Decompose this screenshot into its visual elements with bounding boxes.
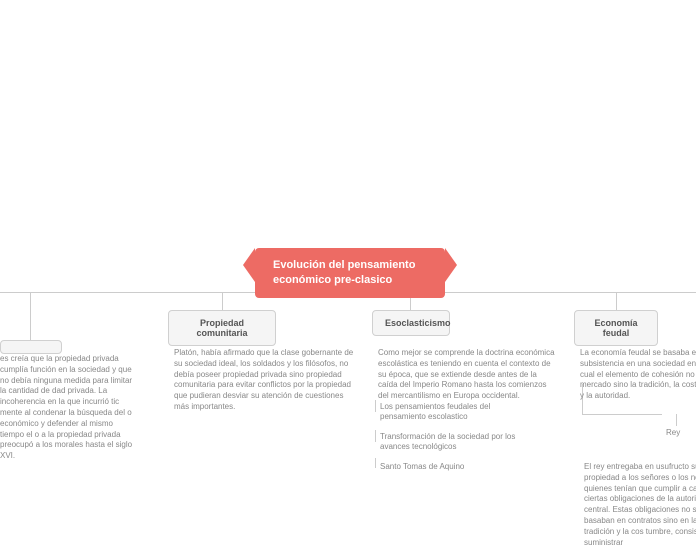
branch-propiedad[interactable]: Propiedad comunitaria [168,310,276,346]
root-node[interactable]: Evolución del pensamiento económico pre-… [255,248,445,298]
sub-escolasticismo-3[interactable]: Santo Tomas de Aquino [380,462,530,472]
connector-sub-e3 [375,458,376,468]
sub-rey-label[interactable]: Rey [666,428,696,438]
connector-sub-e2 [375,430,376,442]
root-title-line2: económico pre-clasico [273,274,392,286]
root-title-line1: Evolución del pensamiento [273,259,415,271]
desc-propiedad: Platón, había afirmado que la clase gobe… [174,348,354,413]
desc-feudal: La economía feudal se basaba en la subsi… [580,348,696,402]
sub-escolasticismo-1[interactable]: Los pensamientos feudales del pensamient… [380,402,530,423]
sub-escolasticismo-2[interactable]: Transformación de la sociedad por los av… [380,432,540,453]
branch-escolasticismo[interactable]: Esoclasticismo [372,310,450,336]
desc-cutoff-left: es creía que la propiedad privada cumplí… [0,354,135,462]
desc-escolasticismo: Como mejor se comprende la doctrina econ… [378,348,558,402]
desc-rey: El rey entregaba en usufructo su propied… [584,462,696,548]
connector-branch-0 [30,292,31,342]
branch-feudal[interactable]: Economía feudal [574,310,658,346]
connector-rey-v2 [676,414,677,426]
connector-rey-h [582,414,662,415]
connector-branch-1 [222,292,223,310]
connector-sub-e1 [375,400,376,412]
branch-cutoff-left[interactable] [0,340,62,354]
connector-branch-3 [616,292,617,310]
